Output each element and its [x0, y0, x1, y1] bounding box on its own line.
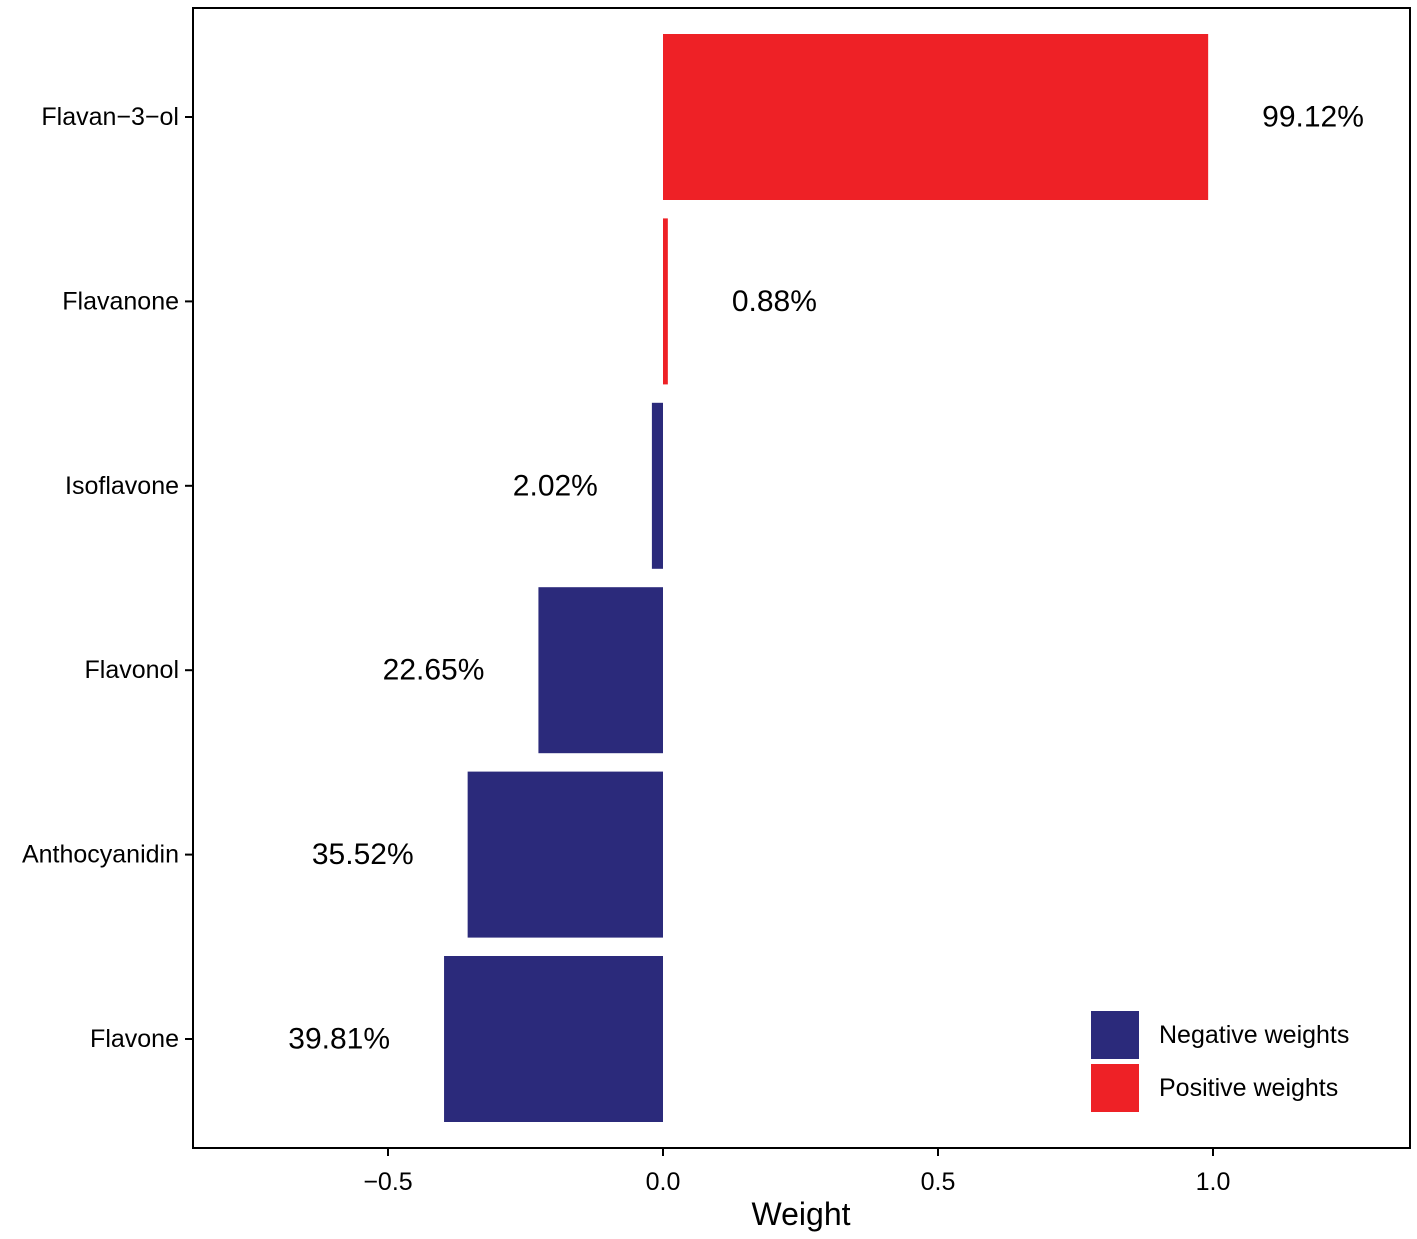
legend-key	[1091, 1064, 1139, 1112]
bar	[663, 34, 1209, 200]
x-tick-label: −0.5	[363, 1168, 412, 1196]
x-tick-label: 0.5	[921, 1168, 956, 1196]
legend-key	[1091, 1011, 1139, 1059]
y-category-label: Flavone	[90, 1025, 179, 1053]
bar	[467, 771, 663, 938]
legend: Negative weights Positive weights	[1091, 1011, 1349, 1112]
x-tick-label: 1.0	[1196, 1168, 1231, 1196]
data-label: 35.52%	[312, 838, 414, 871]
x-axis-title: Weight	[751, 1196, 850, 1232]
data-label: 2.02%	[513, 469, 598, 502]
data-labels-group: 99.12% 0.88% 2.02% 22.65% 35.52% 39.81%	[288, 101, 1364, 1056]
x-axis: −0.5 0.0 0.5 1.0	[363, 1148, 1230, 1196]
y-category-label: Flavan−3−ol	[41, 103, 179, 131]
legend-label: Negative weights	[1159, 1021, 1349, 1049]
y-axis: Flavan−3−ol Flavanone Isoflavone Flavonol An…	[22, 103, 193, 1053]
data-label: 99.12%	[1262, 101, 1364, 134]
bar	[538, 587, 663, 754]
y-category-label: Flavonol	[85, 656, 180, 684]
data-label: 0.88%	[732, 285, 817, 318]
bar	[663, 218, 668, 385]
y-category-label: Isoflavone	[65, 472, 179, 500]
bars-group	[444, 34, 1209, 1122]
y-category-label: Flavanone	[62, 287, 179, 315]
plot-panel-border	[192, 7, 1411, 1149]
bar	[651, 402, 663, 569]
y-category-label: Anthocyanidin	[22, 841, 179, 869]
data-label: 22.65%	[383, 654, 485, 687]
bar	[444, 956, 663, 1122]
legend-label: Positive weights	[1159, 1074, 1338, 1102]
data-label: 39.81%	[288, 1023, 390, 1056]
x-tick-label: 0.0	[646, 1168, 681, 1196]
